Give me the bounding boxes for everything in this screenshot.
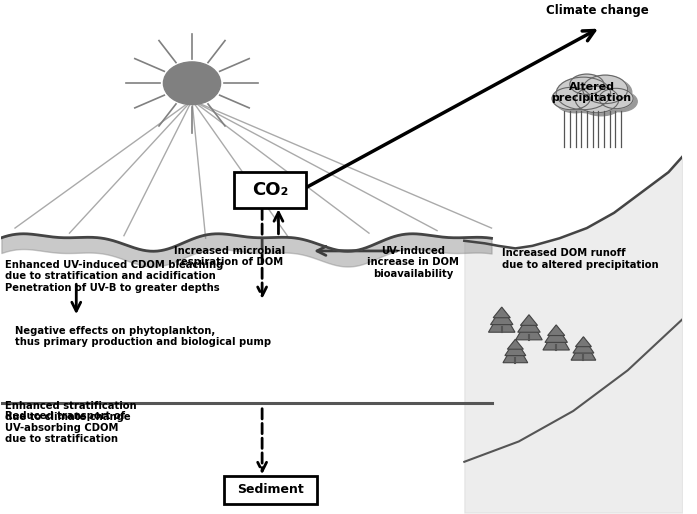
Text: CO₂: CO₂ [252,181,289,199]
Text: Sediment: Sediment [237,483,304,496]
Polygon shape [548,325,565,336]
Polygon shape [543,327,569,350]
Ellipse shape [575,86,619,113]
Polygon shape [507,339,523,349]
Text: Reduced transport of
UV-absorbing CDOM
due to stratification: Reduced transport of UV-absorbing CDOM d… [5,411,125,444]
FancyBboxPatch shape [224,475,316,504]
Polygon shape [573,337,594,353]
Polygon shape [571,339,596,360]
Polygon shape [518,316,540,332]
Ellipse shape [587,78,631,106]
Text: Altered
precipitation: Altered precipitation [551,82,631,103]
Ellipse shape [560,80,615,113]
Text: Increased DOM runoff
due to altered precipitation: Increased DOM runoff due to altered prec… [502,248,659,270]
Ellipse shape [556,77,611,109]
Polygon shape [493,307,510,318]
Circle shape [163,62,220,104]
Ellipse shape [579,89,623,116]
Text: Increased microbial
respiration of DOM: Increased microbial respiration of DOM [174,246,285,267]
Ellipse shape [574,77,608,98]
Ellipse shape [552,87,590,109]
Ellipse shape [603,91,637,112]
Polygon shape [521,315,537,325]
Text: Enhanced stratification
due to climate change: Enhanced stratification due to climate c… [5,401,137,423]
FancyBboxPatch shape [234,172,307,208]
Polygon shape [576,337,592,346]
Ellipse shape [583,75,628,104]
Polygon shape [503,341,528,363]
Text: Climate change: Climate change [546,4,648,17]
Polygon shape [491,308,513,325]
Ellipse shape [599,88,633,108]
Text: Enhanced UV-induced CDOM bleaching
due to stratification and acidification
Penet: Enhanced UV-induced CDOM bleaching due t… [5,260,223,293]
Text: Negative effects on phytoplankton,
thus primary production and biological pump: Negative effects on phytoplankton, thus … [15,326,271,347]
Text: UV-induced
increase in DOM
bioavailability: UV-induced increase in DOM bioavailabili… [367,246,459,279]
Ellipse shape [556,90,595,113]
Ellipse shape [570,74,604,95]
Polygon shape [516,317,542,340]
Polygon shape [505,340,526,356]
Polygon shape [489,309,515,332]
Polygon shape [545,326,567,342]
